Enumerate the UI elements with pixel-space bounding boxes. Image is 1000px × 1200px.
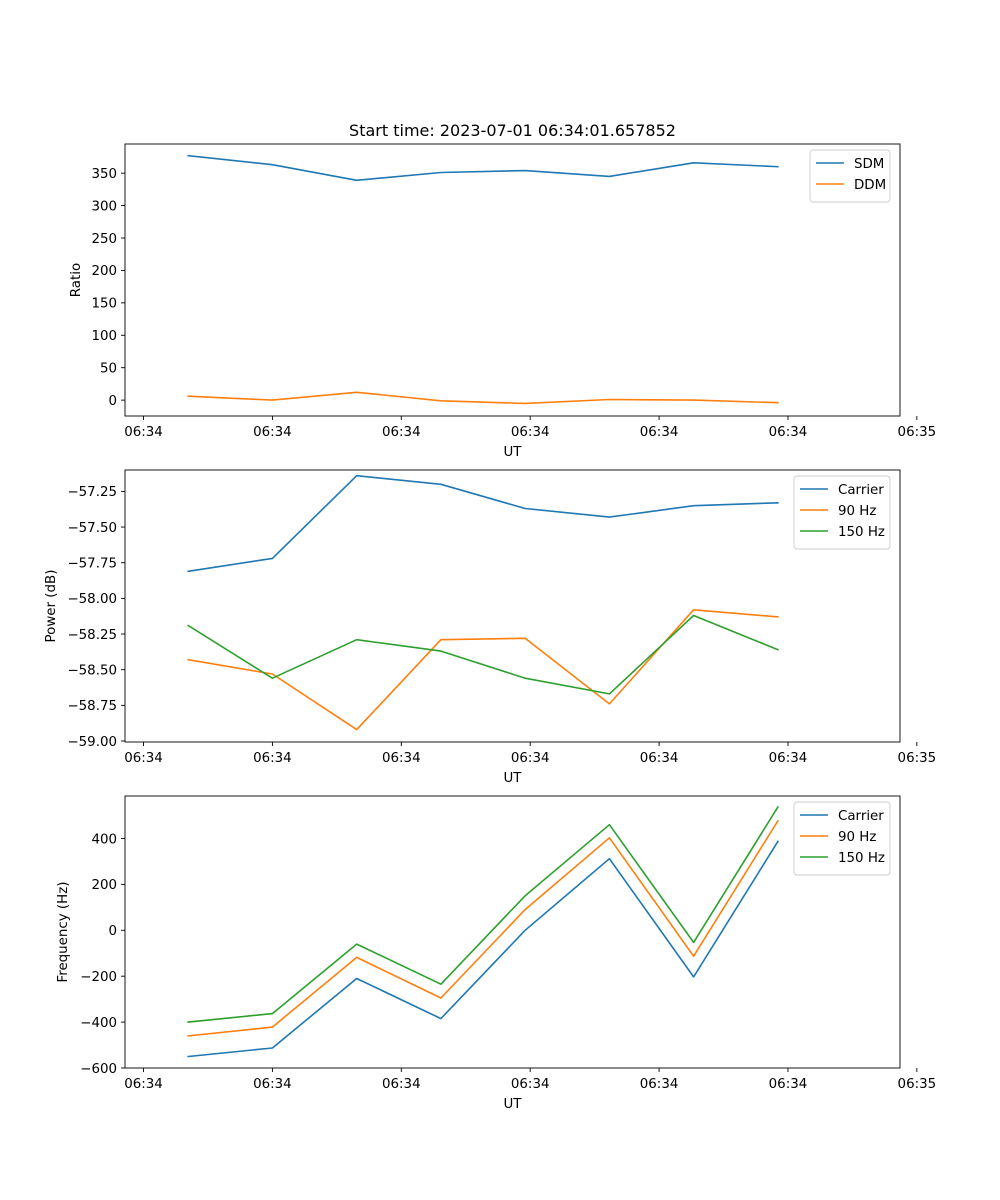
axes-frame: [124, 469, 901, 743]
x-axis-label: UT: [504, 1097, 523, 1112]
x-tick-label: 06:34: [124, 751, 163, 766]
x-tick-label: 06:34: [640, 751, 679, 766]
x-tick-label: 06:35: [898, 1077, 937, 1092]
y-axis-label: Ratio: [69, 263, 84, 297]
x-tick-label: 06:34: [769, 425, 808, 440]
legend-label-150-hz: 150 Hz: [838, 525, 885, 540]
x-tick-label: 06:35: [898, 751, 937, 766]
x-tick-label: 06:34: [511, 751, 550, 766]
y-tick-label: −58.75: [67, 699, 117, 714]
x-tick-label: 06:34: [253, 1077, 292, 1092]
x-tick-label: 06:34: [253, 751, 292, 766]
x-tick-label: 06:34: [382, 751, 421, 766]
x-axis-label: UT: [504, 771, 523, 786]
legend-label-carrier: Carrier: [838, 483, 884, 498]
y-tick-label: −57.75: [67, 557, 117, 572]
x-tick-label: 06:34: [124, 1077, 163, 1092]
y-tick-label: −59.00: [67, 735, 117, 750]
x-tick-label: 06:34: [253, 425, 292, 440]
x-tick-label: 06:35: [898, 425, 937, 440]
y-tick-label: −600: [80, 1062, 117, 1077]
y-tick-label: −400: [80, 1016, 117, 1031]
y-tick-label: −58.25: [67, 628, 117, 643]
y-tick-label: 400: [91, 832, 117, 847]
y-tick-label: 0: [108, 394, 117, 409]
y-axis-label: Frequency (Hz): [56, 882, 71, 983]
legend-label-150-hz: 150 Hz: [838, 851, 885, 866]
x-tick-label: 06:34: [124, 425, 163, 440]
y-tick-label: 200: [91, 264, 117, 279]
legend-label-ddm: DDM: [854, 178, 886, 193]
x-tick-label: 06:34: [511, 1077, 550, 1092]
y-tick-label: −58.00: [67, 592, 117, 607]
frequency-panel: 06:34 06:34 06:34 06:34 06:34 06:34 06:35 −600 −…: [56, 795, 937, 1112]
legend-label-carrier: Carrier: [838, 809, 884, 824]
series-line-90-hz: [187, 819, 780, 1037]
series-line-150-hz: [187, 614, 779, 695]
x-tick-label: 06:34: [382, 1077, 421, 1092]
chart-title: Start time: 2023-07-01 06:34:01.657852: [349, 121, 676, 140]
axes-frame: [124, 795, 901, 1069]
y-tick-label: −58.50: [67, 663, 117, 678]
legend: Carrier 90 Hz 150 Hz: [793, 801, 891, 876]
x-tick-label: 06:34: [769, 1077, 808, 1092]
axes-frame: [124, 143, 901, 417]
x-tick-label: 06:34: [511, 425, 550, 440]
y-tick-label: 50: [100, 361, 117, 376]
x-tick-label: 06:34: [382, 425, 421, 440]
ratio-panel: 06:34 06:34 06:34 06:34 06:34 06:34 06:35 0 50 10…: [69, 143, 937, 460]
series-line-90-hz: [187, 608, 779, 731]
x-tick-label: 06:34: [640, 425, 679, 440]
legend: SDM DDM: [809, 149, 891, 203]
y-tick-label: −57.50: [67, 521, 117, 536]
y-tick-label: 250: [91, 232, 117, 247]
legend: Carrier 90 Hz 150 Hz: [793, 475, 891, 550]
y-axis-label: Power (dB): [44, 570, 59, 643]
y-tick-label: −57.25: [67, 485, 117, 500]
series-line-carrier: [187, 840, 780, 1058]
legend-label-90-hz: 90 Hz: [838, 504, 876, 519]
x-tick-label: 06:34: [769, 751, 808, 766]
power-panel: 06:34 06:34 06:34 06:34 06:34 06:34 06:35 −59.0…: [44, 469, 937, 786]
y-tick-label: 300: [91, 199, 117, 214]
x-tick-label: 06:34: [640, 1077, 679, 1092]
series-line-150-hz: [187, 805, 780, 1023]
y-tick-label: −200: [80, 970, 117, 985]
y-tick-label: 200: [91, 878, 117, 893]
legend-label-90-hz: 90 Hz: [838, 830, 876, 845]
y-tick-label: 350: [91, 167, 117, 182]
y-tick-label: 150: [91, 297, 117, 312]
legend-label-sdm: SDM: [854, 157, 884, 172]
series-line-carrier: [187, 474, 779, 573]
series-line-ddm: [187, 391, 779, 405]
y-tick-label: 0: [108, 924, 117, 939]
y-tick-label: 100: [91, 329, 117, 344]
x-axis-label: UT: [504, 445, 523, 460]
series-line-sdm: [187, 154, 779, 182]
